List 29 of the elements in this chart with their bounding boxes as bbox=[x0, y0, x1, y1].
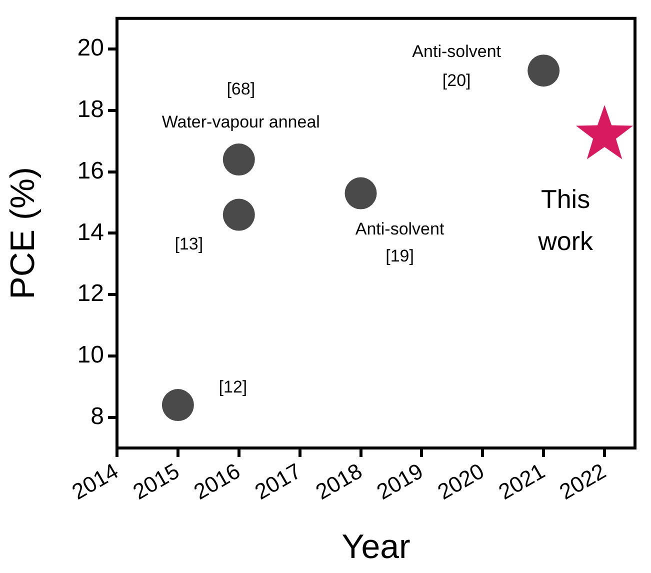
point bbox=[344, 177, 377, 210]
annotation: [68] Water-vapour anneal bbox=[162, 80, 320, 132]
y-tick-label: 8 bbox=[90, 402, 104, 430]
point bbox=[528, 54, 560, 87]
annotation: [12] bbox=[218, 378, 248, 397]
annotation: Anti-solvent [19] bbox=[355, 219, 444, 266]
y-tick-label: 20 bbox=[77, 34, 104, 62]
y-tick-label: 12 bbox=[77, 280, 104, 308]
point bbox=[222, 198, 255, 231]
x-tick-label: 2014 bbox=[68, 458, 123, 504]
y-tick-label: 16 bbox=[77, 157, 104, 184]
y-tick-label: 14 bbox=[77, 218, 104, 246]
annotation: Anti-solvent [20] bbox=[412, 42, 502, 90]
annotation: This work bbox=[537, 184, 594, 256]
y-tick-label: 18 bbox=[77, 96, 104, 124]
y-axis-title: PCE (%) bbox=[4, 167, 42, 300]
x-tick-label: 2021 bbox=[494, 458, 550, 504]
point bbox=[222, 144, 255, 176]
x-axis-title: Year bbox=[342, 528, 410, 566]
x-tick-label: 2018 bbox=[311, 458, 366, 504]
annotation: [13] bbox=[174, 234, 204, 254]
x-tick-label: 2015 bbox=[128, 458, 184, 504]
x-tick-label: 2016 bbox=[190, 458, 244, 504]
x-tick-label: 2022 bbox=[555, 458, 610, 504]
point bbox=[162, 389, 194, 422]
y-tick-label: 10 bbox=[77, 342, 104, 369]
x-tick-label: 2017 bbox=[250, 458, 306, 504]
x-tick-label: 2019 bbox=[372, 458, 428, 504]
x-tick-label: 2020 bbox=[433, 458, 488, 504]
